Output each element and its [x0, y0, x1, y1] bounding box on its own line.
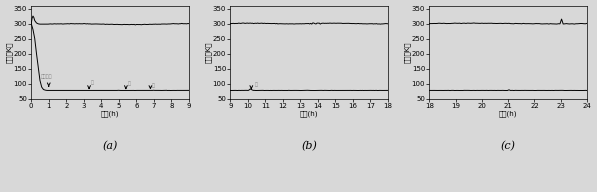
- Y-axis label: 温度（K）: 温度（K）: [205, 41, 211, 63]
- X-axis label: 时间(h): 时间(h): [499, 110, 518, 117]
- Text: (c): (c): [501, 141, 516, 152]
- Y-axis label: 温度（K）: 温度（K）: [5, 41, 12, 63]
- Y-axis label: 温度（K）: 温度（K）: [404, 41, 410, 63]
- Text: (b): (b): [301, 141, 317, 152]
- X-axis label: 时间(h): 时间(h): [101, 110, 119, 117]
- X-axis label: 时间(h): 时间(h): [300, 110, 318, 117]
- Text: 测: 测: [152, 83, 155, 88]
- Text: 测: 测: [128, 81, 131, 86]
- Text: 测: 测: [255, 82, 258, 87]
- Text: 测: 测: [91, 80, 94, 85]
- Text: (a): (a): [103, 141, 118, 152]
- Text: 注炸测试: 注炸测试: [41, 74, 53, 79]
